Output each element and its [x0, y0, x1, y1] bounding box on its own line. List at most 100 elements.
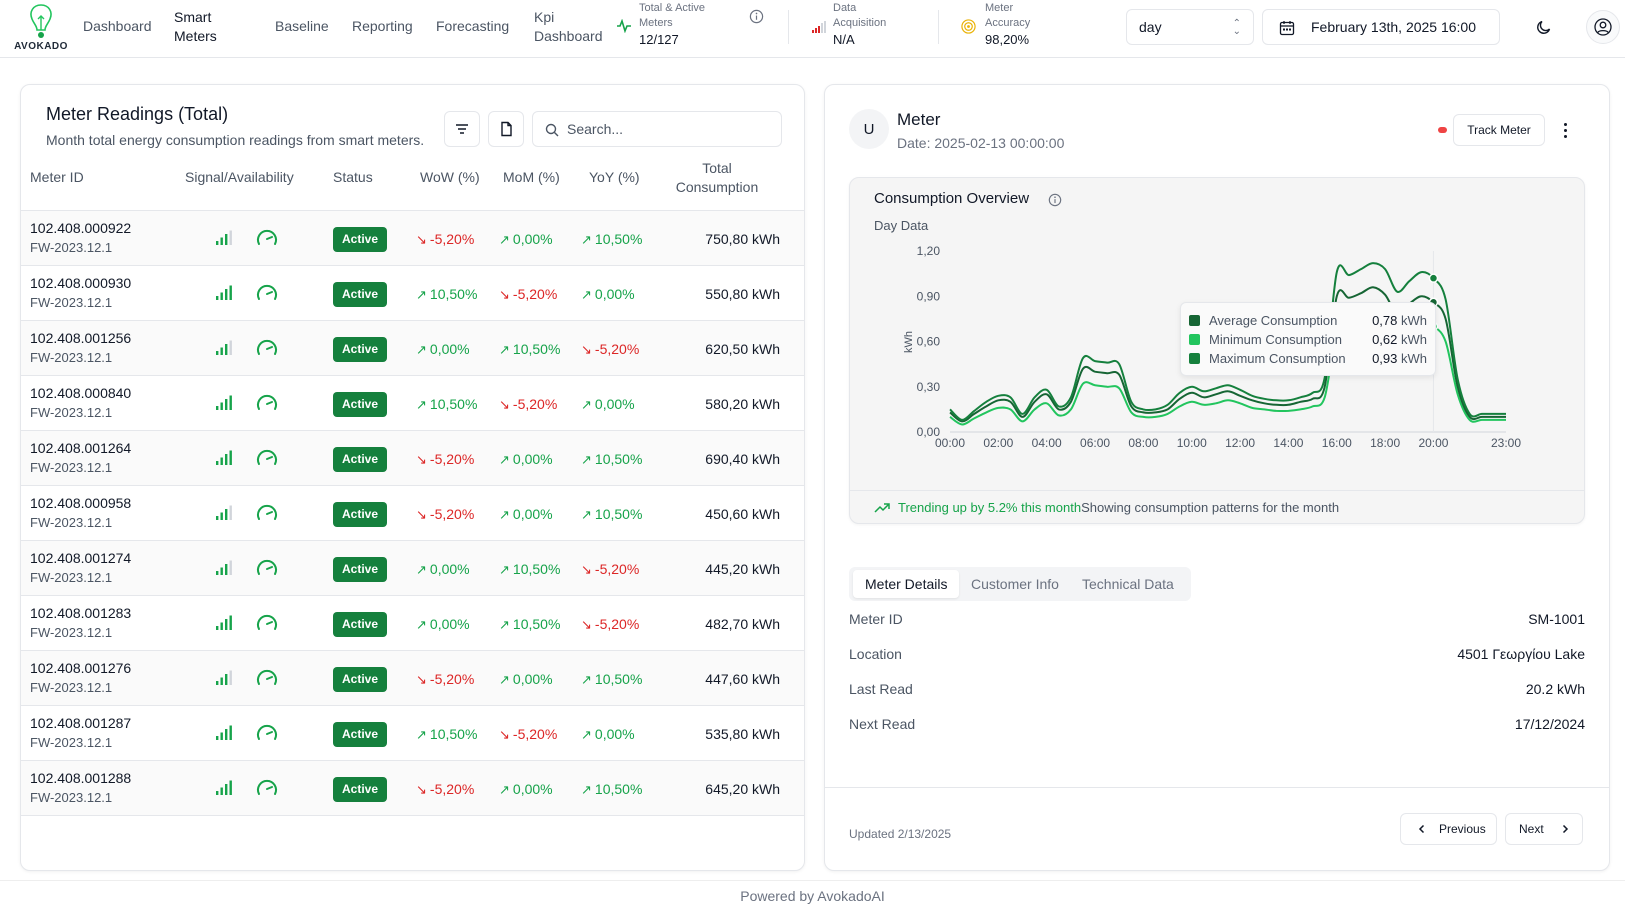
nav-smart-meters[interactable]: Smart Meters — [174, 9, 217, 44]
x-tick-label: 06:00 — [1080, 436, 1110, 450]
table-row[interactable]: 102.408.000840 FW-2023.12.1 Active ↗ 10,50% ↘… — [21, 376, 804, 431]
table-row[interactable]: 102.408.001274 FW-2023.12.1 Active ↗ 0,00% ↗ 1… — [21, 541, 804, 596]
signal-strength-icon — [216, 615, 232, 630]
theme-toggle-button[interactable] — [1527, 10, 1561, 44]
table-row[interactable]: 102.408.001276 FW-2023.12.1 Active ↘ -5,20% ↗… — [21, 651, 804, 706]
search-field[interactable] — [532, 111, 782, 147]
nav-kpi-dashboard[interactable]: Kpi Dashboard — [534, 9, 603, 44]
meter-id: 102.408.000958 — [30, 495, 132, 511]
table-row[interactable]: 102.408.001283 FW-2023.12.1 Active ↗ 0,00% ↗ 1… — [21, 596, 804, 651]
table-row[interactable]: 102.408.000922 FW-2023.12.1 Active ↘ -5,20% ↗… — [21, 211, 804, 266]
col-signal[interactable]: Signal/Availability — [185, 169, 294, 185]
col-total[interactable]: Total Consumption — [667, 159, 767, 197]
yoy-change: ↗ 0,00% — [581, 286, 635, 302]
chevron-updown-icon: ⌃ ⌄ — [1232, 18, 1241, 37]
availability-gauge-icon — [257, 669, 277, 685]
meter-id: 102.408.001264 — [30, 440, 132, 456]
legend-swatch — [1189, 315, 1200, 326]
info-icon[interactable] — [749, 9, 764, 24]
trending-up-icon: ↗ — [499, 342, 510, 357]
total-consumption: 580,20 kWh — [705, 396, 780, 412]
updated-timestamp: Updated 2/13/2025 — [849, 827, 952, 841]
search-input[interactable] — [567, 112, 777, 146]
col-yoy[interactable]: YoY (%) — [589, 169, 640, 185]
total-consumption: 482,70 kWh — [705, 616, 780, 632]
user-menu-button[interactable] — [1586, 10, 1620, 44]
next-label: Next — [1519, 822, 1544, 836]
x-tick-label: 16:00 — [1322, 436, 1352, 450]
trending-down-icon: ↘ — [581, 617, 592, 632]
table-row[interactable]: 102.408.000958 FW-2023.12.1 Active ↘ -5,20% ↗… — [21, 486, 804, 541]
chart-subtitle: Day Data — [874, 218, 929, 233]
next-button[interactable]: Next — [1505, 813, 1583, 845]
trending-up-icon — [874, 503, 890, 513]
trending-up-icon: ↗ — [581, 287, 592, 302]
firmware-version: FW-2023.12.1 — [30, 295, 113, 310]
x-tick-label: 18:00 — [1370, 436, 1400, 450]
meter-id: 102.408.000840 — [30, 385, 132, 401]
tooltip-row-average: Average Consumption 0,78 kWh — [1189, 311, 1427, 330]
search-icon — [545, 123, 559, 137]
table-row[interactable]: 102.408.001256 FW-2023.12.1 Active ↗ 0,00% ↗ 1… — [21, 321, 804, 376]
info-icon[interactable] — [1048, 193, 1062, 207]
export-button[interactable] — [488, 111, 524, 147]
y-tick-label: 0,00 — [917, 425, 941, 439]
y-axis-label: kWh — [903, 331, 915, 353]
wow-change: ↗ 10,50% — [416, 396, 478, 412]
tab-customer-info[interactable]: Customer Info — [971, 576, 1059, 592]
x-tick-label: 08:00 — [1128, 436, 1158, 450]
filter-button[interactable] — [444, 111, 480, 147]
total-consumption: 690,40 kWh — [705, 451, 780, 467]
trending-down-icon: ↘ — [416, 507, 427, 522]
divider — [850, 490, 1584, 491]
nav-reporting[interactable]: Reporting — [352, 18, 413, 34]
previous-button[interactable]: Previous — [1400, 813, 1497, 845]
divider — [0, 880, 1625, 881]
wow-change: ↗ 10,50% — [416, 726, 478, 742]
status-badge: Active — [333, 722, 388, 747]
series-line-maximum-consumption — [949, 262, 1506, 421]
brand-logo[interactable]: AVOKADO — [10, 2, 72, 54]
status-badge: Active — [333, 667, 388, 692]
divider — [825, 787, 1609, 788]
nav-baseline[interactable]: Baseline — [275, 18, 329, 34]
table-row[interactable]: 102.408.001264 FW-2023.12.1 Active ↘ -5,20% ↗… — [21, 431, 804, 486]
status-badge: Active — [333, 392, 388, 417]
track-meter-button[interactable]: Track Meter — [1453, 114, 1545, 146]
stat-label: Meter Accuracy — [985, 2, 1031, 29]
detail-label-last-read: Last Read — [849, 681, 913, 697]
tab-technical-data[interactable]: Technical Data — [1082, 576, 1174, 592]
trending-up-icon: ↗ — [499, 562, 510, 577]
col-status[interactable]: Status — [333, 169, 373, 185]
trending-up-icon: ↗ — [581, 672, 592, 687]
trending-up-icon: ↗ — [581, 507, 592, 522]
more-options-icon[interactable] — [1557, 118, 1573, 142]
availability-gauge-icon — [257, 779, 277, 795]
tooltip-row-minimum: Minimum Consumption 0,62 kWh — [1189, 330, 1427, 349]
table-row[interactable]: 102.408.000930 FW-2023.12.1 Active ↗ 10,50% ↘… — [21, 266, 804, 321]
nav-dashboard[interactable]: Dashboard — [83, 18, 152, 34]
trending-up-icon: ↗ — [416, 727, 427, 742]
meter-id: 102.408.001288 — [30, 770, 132, 786]
col-wow[interactable]: WoW (%) — [420, 169, 480, 185]
meter-id: 102.408.001256 — [30, 330, 132, 346]
col-meter-id[interactable]: Meter ID — [30, 169, 84, 185]
x-tick-label: 02:00 — [983, 436, 1013, 450]
firmware-version: FW-2023.12.1 — [30, 350, 113, 365]
yoy-change: ↗ 10,50% — [581, 671, 643, 687]
powered-by: Powered by AvokadoAI — [740, 888, 885, 904]
availability-gauge-icon — [257, 504, 277, 520]
tab-meter-details[interactable]: Meter Details — [853, 570, 960, 598]
trending-down-icon: ↘ — [416, 232, 427, 247]
yoy-change: ↗ 0,00% — [581, 726, 635, 742]
meter-id: 102.408.001283 — [30, 605, 132, 621]
date-picker[interactable]: February 13th, 2025 16:00 — [1262, 9, 1500, 45]
readings-subtitle: Month total energy consumption readings … — [46, 132, 425, 148]
period-select[interactable]: day ⌃ ⌄ — [1126, 9, 1254, 45]
col-mom[interactable]: MoM (%) — [503, 169, 560, 185]
table-row[interactable]: 102.408.001287 FW-2023.12.1 Active ↗ 10,50% ↘… — [21, 706, 804, 761]
table-row[interactable]: 102.408.001288 FW-2023.12.1 Active ↘ -5,20% ↗… — [21, 761, 804, 816]
readings-table-body: 102.408.000922 FW-2023.12.1 Active ↘ -5,20% ↗… — [21, 211, 804, 816]
nav-forecasting[interactable]: Forecasting — [436, 18, 510, 34]
x-tick-label: 00:00 — [935, 436, 965, 450]
